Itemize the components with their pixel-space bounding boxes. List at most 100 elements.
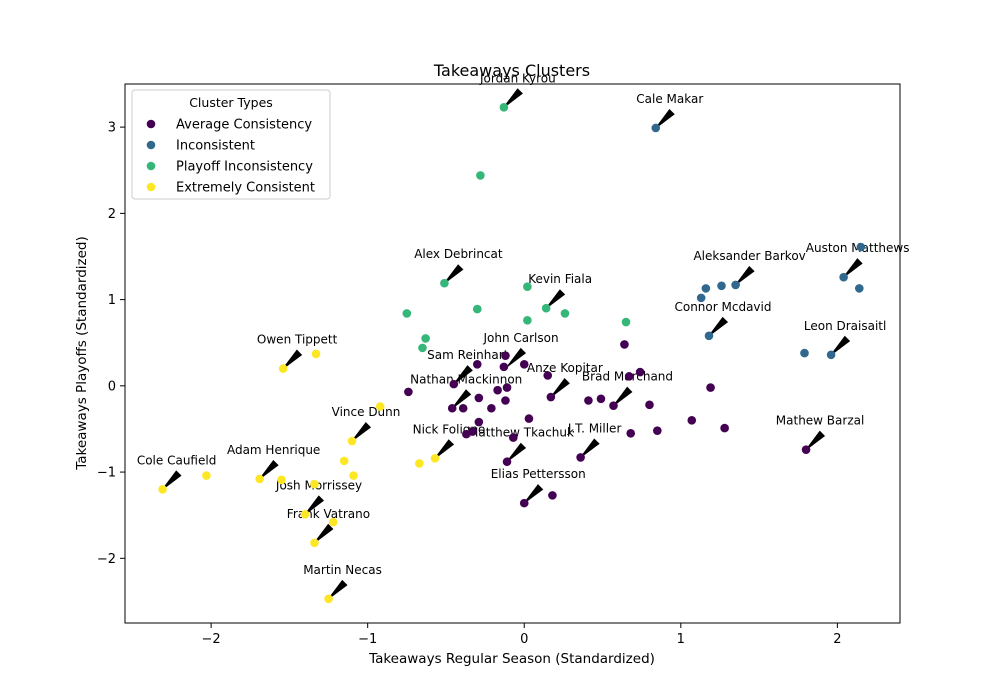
annotation-john-carlson: John Carlson — [482, 331, 559, 368]
annotation-arrow — [613, 386, 633, 407]
y-tick-label: 1 — [108, 293, 116, 308]
scatter-point — [519, 359, 529, 369]
legend-entries: Average Consistency Inconsistent Playoff I… — [146, 118, 315, 196]
y-tick-label: 0 — [108, 379, 116, 394]
annotation-label: Adam Henrique — [227, 443, 320, 457]
annotation-owen-tippett: Owen Tippett — [257, 333, 338, 370]
scatter-point — [704, 331, 714, 341]
scatter-point — [548, 491, 557, 500]
y-tick-label: −2 — [97, 552, 116, 567]
annotation-arrow — [453, 365, 473, 385]
annotation-label: Jordan Kyrou — [479, 71, 556, 85]
annotation-alex-debrincat: Alex Debrincat — [414, 247, 503, 284]
legend-entry-inconsistent: Inconsistent — [146, 139, 255, 154]
scatter-point — [717, 281, 726, 291]
scatter-point — [651, 123, 661, 133]
legend: Cluster Types Average Consistency Inconsi… — [131, 89, 331, 200]
x-tick-label: 0 — [520, 632, 528, 647]
annotation-arrow — [162, 470, 182, 490]
scatter-point — [523, 282, 532, 291]
annotation-aleksander-barkov: Aleksander Barkov — [693, 249, 806, 286]
annotation-arrow — [451, 389, 472, 409]
annotation-label: Sam Reinhart — [427, 348, 508, 362]
scatter-point — [856, 242, 866, 252]
scatter-point — [635, 367, 645, 377]
annotation-cole-caufield: Cole Caufield — [137, 453, 216, 490]
annotation-label: J.T. Miller — [567, 421, 622, 435]
annotation-label: Owen Tippett — [257, 333, 338, 347]
scatter-point — [255, 474, 264, 484]
scatter-point — [826, 350, 836, 360]
scatter-point — [202, 471, 211, 480]
scatter-point — [706, 383, 715, 392]
annotation-arrow — [282, 349, 303, 370]
annotation-label: Anze Kopitar — [527, 361, 603, 375]
annotation-anze-kopitar: Anze Kopitar — [527, 361, 603, 398]
scatter-point — [349, 471, 358, 480]
annotation-adam-henrique: Adam Henrique — [227, 443, 320, 480]
scatter-point — [523, 315, 532, 325]
scatter-point — [653, 426, 662, 435]
scatter-point — [418, 343, 427, 353]
legend-marker — [146, 182, 156, 192]
annotation-label: Martin Necas — [303, 563, 382, 577]
scatter-point — [854, 284, 864, 293]
x-tick-label: −1 — [358, 632, 377, 647]
annotation-label: Cole Caufield — [137, 453, 216, 467]
annotation-arrow — [805, 430, 826, 451]
scatter-point — [474, 417, 484, 427]
scatter-point — [696, 293, 706, 303]
scatter-point — [462, 429, 471, 439]
annotation-label: Vince Dunn — [332, 405, 401, 419]
x-tick-label: −2 — [202, 632, 221, 647]
annotation-label: Aleksander Barkov — [693, 249, 805, 263]
scatter-point — [339, 456, 349, 466]
scatter-point — [626, 428, 636, 438]
annotation-label: Elias Pettersson — [491, 467, 586, 481]
annotation-label: John Carlson — [482, 331, 558, 345]
annotation-leon-draisaitl: Leon Draisaitl — [804, 319, 886, 356]
annotation-martin-necas: Martin Necas — [303, 563, 382, 600]
series-average-consistency — [404, 340, 811, 508]
legend-title: Cluster Types — [189, 95, 273, 110]
scatter-point — [620, 340, 629, 349]
y-tick-label: −1 — [97, 466, 116, 481]
scatter-point — [487, 403, 496, 413]
annotation-label: Alex Debrincat — [414, 247, 503, 261]
legend-marker — [146, 161, 156, 171]
annotation-label: Mathew Barzal — [776, 414, 865, 428]
scatter-point — [375, 402, 385, 411]
annotation-arrow — [328, 579, 348, 600]
scatter-point — [277, 475, 286, 485]
scatter-point — [609, 401, 618, 410]
scatter-point — [501, 396, 510, 405]
annotation-jordan-kyrou: Jordan Kyrou — [479, 71, 556, 108]
x-tick-label: 2 — [833, 632, 841, 647]
scatter-point — [624, 372, 634, 381]
scatter-point — [519, 498, 529, 508]
legend-box — [131, 89, 331, 200]
scatter-point — [430, 453, 440, 463]
annotation-arrow — [351, 422, 372, 442]
scatter-point — [543, 371, 553, 380]
annotation-kevin-fiala: Kevin Fiala — [528, 272, 592, 309]
annotation-arrow — [434, 439, 455, 459]
scatter-point — [800, 348, 809, 358]
scatter-point — [458, 403, 468, 413]
annotation-arrow — [545, 289, 566, 309]
scatter-point — [839, 272, 848, 282]
series-extremely-consistent — [158, 349, 440, 604]
scatter-point — [499, 362, 509, 372]
annotation-arrow — [580, 438, 600, 458]
scatter-point — [402, 309, 412, 318]
scatter-point — [493, 385, 502, 395]
annotation-cale-makar: Cale Makar — [636, 92, 703, 129]
scatter-point — [158, 485, 167, 494]
annotation-sam-reinhart: Sam Reinhart — [427, 348, 509, 385]
annotation-label: Matthew Tkachuk — [468, 426, 574, 440]
annotation-arrow — [503, 88, 523, 108]
annotation-mathew-barzal: Mathew Barzal — [776, 414, 865, 451]
scatter-point — [310, 479, 319, 489]
scatter-point — [576, 453, 585, 462]
